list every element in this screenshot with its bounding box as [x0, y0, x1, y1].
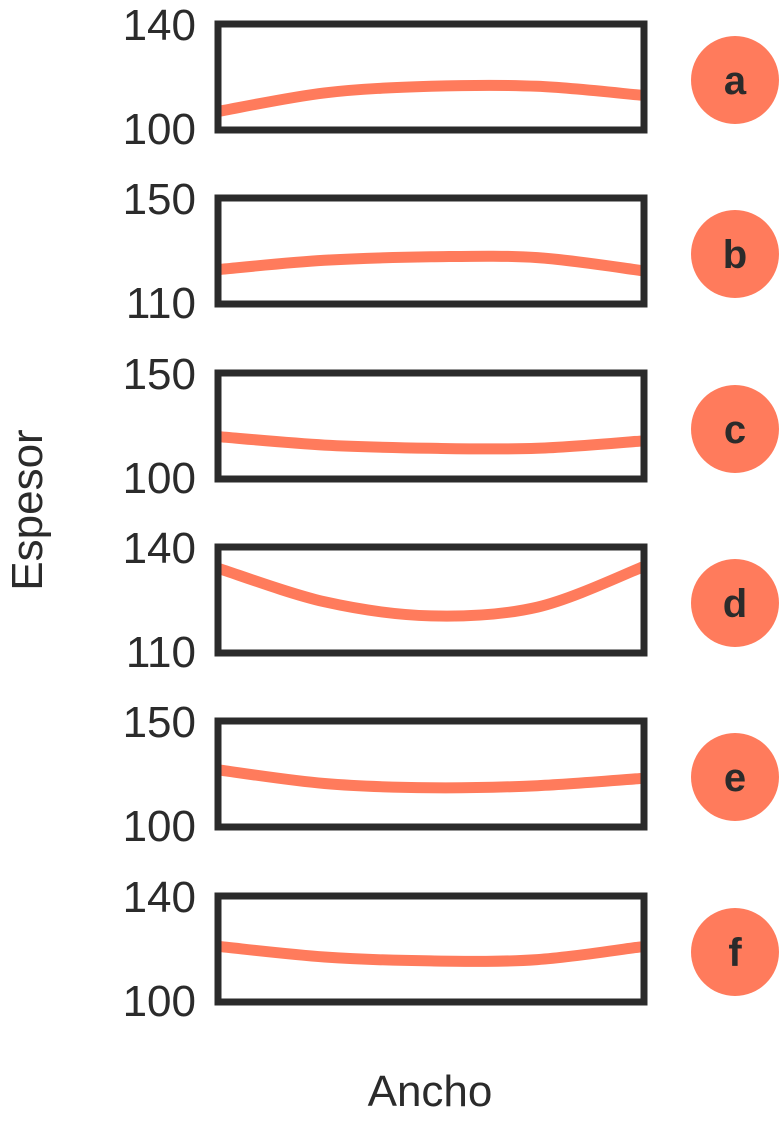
- y-axis-title: Espesor: [3, 429, 52, 590]
- panel-frame-c: [214, 369, 648, 483]
- series-line-f: [218, 940, 644, 967]
- y-tick-top-d: 140: [123, 524, 196, 573]
- y-tick-bottom-c: 100: [123, 454, 196, 503]
- panel-frame-b: [214, 194, 648, 308]
- panel-badge-label-d: d: [723, 582, 747, 626]
- panel-frame-f: [214, 892, 648, 1006]
- panel-badge-e: [691, 733, 779, 821]
- panel-badge-label-f: f: [728, 931, 742, 975]
- panel-badge-c: [691, 385, 779, 473]
- y-tick-bottom-a: 100: [123, 105, 196, 154]
- panel-badge-a: [691, 36, 779, 124]
- y-tick-top-f: 140: [123, 873, 196, 922]
- x-axis-title: Ancho: [368, 1067, 493, 1116]
- panels-group: 140 100 a 150 110 b 150 100 c 140 110 d 150 100 e 140 10…: [123, 1, 779, 1026]
- series-line-b: [218, 250, 644, 277]
- panel-badge-label-b: b: [723, 233, 747, 277]
- panel-badge-label-c: c: [724, 408, 746, 452]
- panel-badge-d: [691, 559, 779, 647]
- y-tick-bottom-e: 100: [123, 802, 196, 851]
- y-tick-bottom-d: 110: [126, 628, 196, 677]
- series-line-c: [218, 431, 644, 455]
- series-line-d: [218, 561, 644, 622]
- y-tick-top-c: 150: [123, 350, 196, 399]
- panel-badge-b: [691, 210, 779, 298]
- y-tick-top-e: 150: [123, 698, 196, 747]
- y-tick-top-b: 150: [123, 175, 196, 224]
- y-tick-bottom-f: 100: [123, 977, 196, 1026]
- panel-badge-label-e: e: [724, 756, 746, 800]
- panel-frame-a: [214, 20, 648, 134]
- y-tick-bottom-b: 110: [126, 279, 196, 328]
- panel-frame-d: [214, 543, 648, 657]
- panel-frame-e: [214, 717, 648, 831]
- series-line-a: [218, 79, 644, 117]
- y-tick-top-a: 140: [123, 1, 196, 50]
- series-line-e: [218, 764, 644, 794]
- panel-badge-f: [691, 908, 779, 996]
- panel-badge-label-a: a: [724, 59, 747, 103]
